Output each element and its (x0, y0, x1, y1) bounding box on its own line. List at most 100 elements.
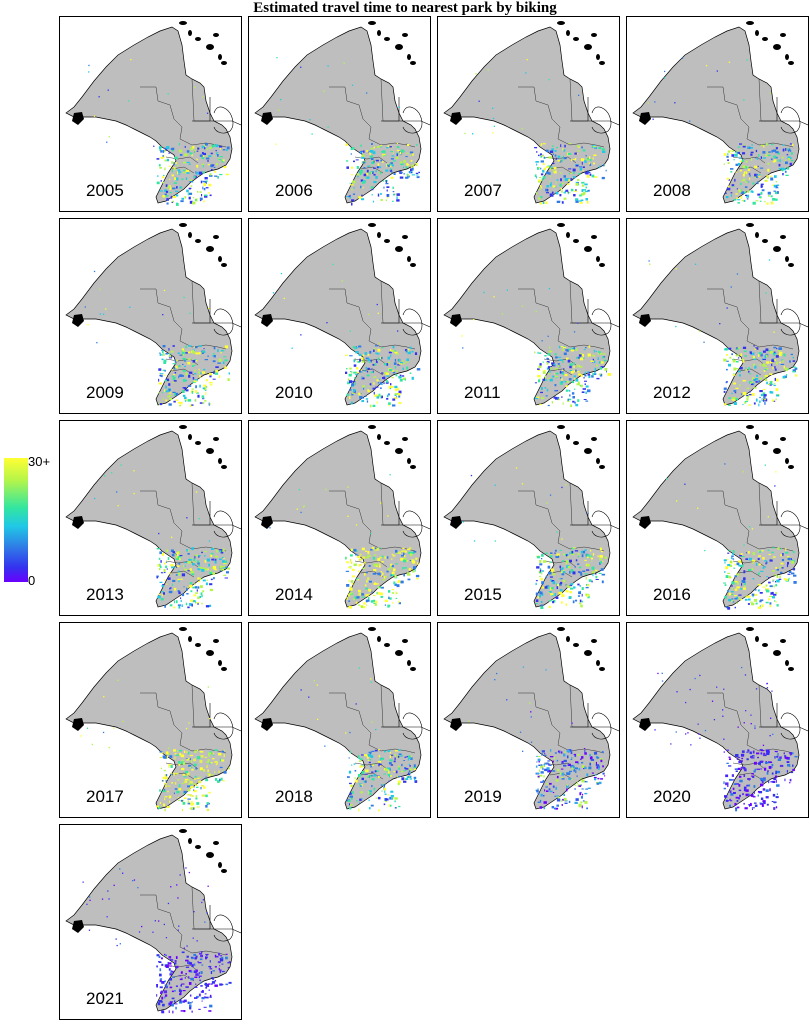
travel-time-cell (377, 382, 379, 384)
travel-time-cell (586, 807, 588, 810)
travel-time-cell (202, 180, 206, 183)
travel-time-cell (785, 368, 788, 372)
travel-time-cell (399, 755, 403, 757)
travel-time-cell (386, 556, 389, 559)
travel-time-cell (699, 737, 701, 739)
travel-time-cell (370, 755, 374, 758)
travel-time-cell (381, 561, 384, 563)
travel-time-cell (559, 772, 563, 775)
travel-time-cell (752, 750, 755, 754)
travel-time-cell (173, 600, 175, 604)
travel-time-cell (593, 751, 598, 755)
travel-time-cell (562, 372, 565, 375)
travel-time-cell (585, 186, 587, 189)
travel-time-cell (199, 567, 203, 569)
travel-time-cell (537, 167, 540, 170)
travel-time-cell (169, 604, 173, 607)
travel-time-cell (541, 554, 544, 557)
travel-time-cell (740, 753, 745, 757)
travel-time-cell (163, 289, 166, 292)
travel-time-cell (769, 604, 772, 608)
travel-time-cell (561, 538, 563, 540)
travel-time-cell (174, 753, 177, 755)
travel-time-cell (580, 374, 583, 377)
travel-time-cell (364, 773, 368, 775)
travel-time-cell (177, 897, 179, 899)
travel-time-cell (210, 552, 214, 555)
travel-time-cell (416, 368, 421, 371)
travel-time-cell (190, 557, 192, 560)
travel-time-cell (406, 756, 408, 758)
travel-time-cell (165, 190, 169, 193)
travel-time-cell (360, 151, 362, 153)
travel-time-cell (165, 954, 167, 957)
travel-time-cell (572, 400, 575, 403)
travel-time-cell (381, 161, 384, 163)
travel-time-cell (359, 564, 362, 566)
travel-time-cell (175, 772, 179, 775)
travel-time-cell (551, 580, 555, 582)
travel-time-cell (178, 375, 180, 379)
travel-time-cell (562, 148, 564, 151)
travel-time-cell (591, 761, 593, 764)
travel-time-cell (552, 170, 555, 172)
travel-time-cell (162, 369, 165, 372)
island (591, 33, 597, 37)
travel-time-cell (585, 576, 587, 580)
travel-time-cell (771, 399, 774, 402)
travel-time-cell (222, 970, 225, 973)
travel-time-cell (766, 589, 770, 593)
travel-time-cell (394, 350, 397, 352)
travel-time-cell (725, 192, 727, 194)
travel-time-cell (133, 879, 136, 881)
travel-time-cell (548, 763, 550, 766)
travel-time-cell (177, 578, 180, 581)
travel-time-cell (378, 586, 382, 589)
travel-time-cell (166, 549, 169, 552)
travel-time-cell (748, 557, 752, 561)
travel-time-cell (768, 383, 771, 385)
travel-time-cell (160, 146, 162, 149)
travel-time-cell (176, 186, 178, 189)
travel-time-cell (790, 558, 792, 560)
travel-time-cell (761, 780, 764, 784)
travel-time-cell (577, 322, 579, 324)
travel-time-cell (157, 564, 160, 567)
island (384, 37, 390, 41)
travel-time-cell (212, 164, 215, 166)
travel-time-cell (363, 150, 365, 153)
travel-time-cell (225, 983, 229, 986)
travel-time-cell (357, 755, 360, 759)
travel-time-cell (198, 962, 202, 964)
travel-time-cell (179, 992, 182, 995)
travel-time-cell (775, 185, 778, 188)
travel-time-cell (179, 555, 183, 557)
travel-time-cell (171, 583, 173, 587)
travel-time-cell (164, 980, 166, 983)
travel-time-cell (602, 356, 604, 359)
travel-time-cell (751, 808, 753, 810)
travel-time-cell (387, 773, 391, 777)
travel-time-cell (204, 181, 207, 184)
travel-time-cell (723, 582, 726, 584)
travel-time-cell (173, 182, 178, 184)
travel-time-cell (177, 401, 182, 404)
travel-time-cell (209, 588, 214, 592)
travel-time-cell (82, 881, 84, 883)
travel-time-cell (371, 750, 375, 752)
travel-time-cell (158, 368, 162, 371)
travel-time-cell (416, 577, 419, 580)
travel-time-cell (563, 753, 566, 757)
travel-time-cell (560, 172, 562, 174)
travel-time-cell (395, 353, 399, 355)
travel-time-cell (194, 373, 197, 375)
travel-time-cell (379, 378, 381, 380)
island (566, 232, 570, 238)
island (206, 448, 214, 454)
travel-time-cell (603, 356, 606, 358)
travel-time-cell (730, 192, 733, 194)
travel-time-cell (386, 363, 389, 366)
travel-time-cell (379, 382, 382, 385)
travel-time-cell (208, 752, 212, 755)
travel-time-cell (777, 547, 780, 550)
